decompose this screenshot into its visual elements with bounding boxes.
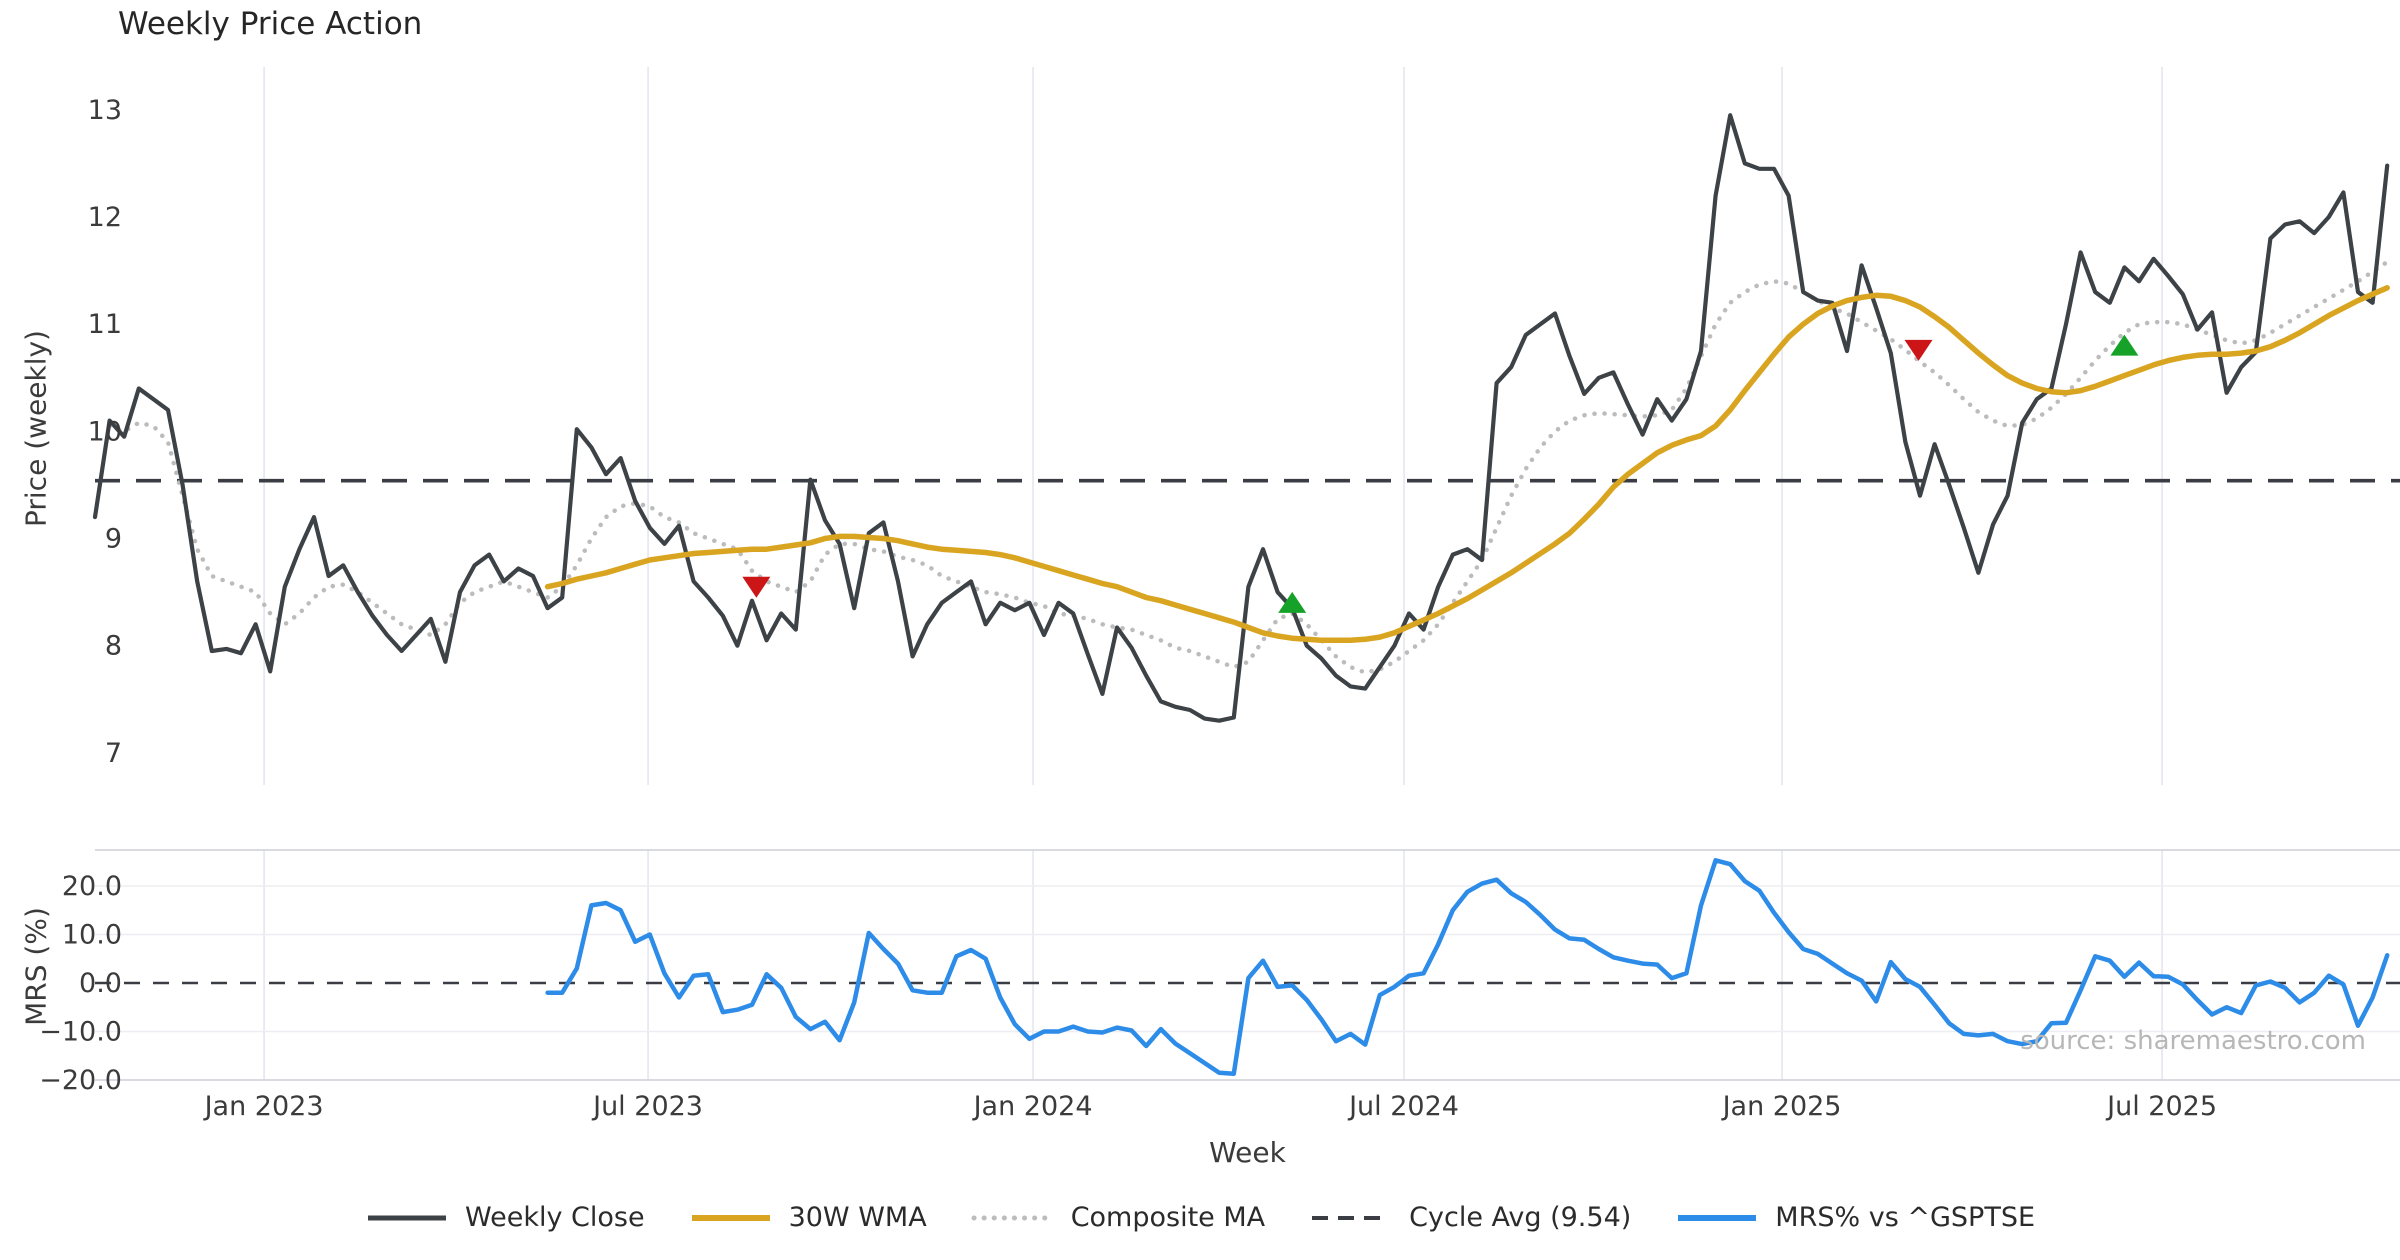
mrs-tick-label: 10.0 [62, 919, 122, 950]
price-axis-label: Price (weekly) [19, 330, 53, 527]
mrs-tick-label: −20.0 [39, 1065, 122, 1096]
x-tick-label: Jan 2025 [1721, 1091, 1842, 1122]
mrs-tick-label: 20.0 [62, 871, 122, 902]
legend-label: MRS% vs ^GSPTSE [1775, 1202, 2036, 1233]
series-lines [92, 113, 2390, 1076]
gridlines [95, 67, 2400, 1080]
legend-item-3: Composite MA [971, 1202, 1265, 1233]
signal-markers [742, 334, 2139, 613]
sell-marker-icon [742, 576, 771, 598]
price-tick-label: 13 [88, 95, 122, 126]
legend-swatch-dotted-icon [971, 1215, 1055, 1220]
x-tick-label: Jul 2024 [1347, 1091, 1459, 1122]
legend-swatch-solid-icon [1678, 1214, 1757, 1221]
legend-label: 30W WMA [788, 1202, 927, 1233]
legend-item-1: Weekly Close [365, 1202, 645, 1233]
legend-item-2: 30W WMA [689, 1202, 927, 1233]
mrs-line [545, 858, 2390, 1076]
mrs-tick-label: 0.0 [79, 968, 122, 999]
legend-swatch-solid-icon [367, 1215, 446, 1220]
chart-legend: Weekly Close 30W WMA Composite MA Cycle Avg… [0, 1202, 2400, 1233]
legend-label: Weekly Close [464, 1202, 645, 1233]
tick-labels: Jan 2023 Jul 2023 Jan 2024 Jul 2024 Jan 2025… [39, 95, 2217, 1169]
x-axis-label: Week [1209, 1136, 1286, 1169]
reference-lines [95, 478, 2400, 985]
price-tick-label: 8 [105, 631, 122, 662]
legend-swatch-dashed-icon [1312, 1215, 1391, 1220]
source-note: source: sharemaestro.com [2020, 1026, 2366, 1056]
x-tick-label: Jan 2024 [972, 1091, 1093, 1122]
price-tick-label: 12 [88, 202, 122, 233]
buy-marker-icon [1278, 591, 1307, 613]
price-tick-label: 7 [105, 738, 122, 769]
mrs-axis-label: MRS (%) [19, 907, 53, 1026]
legend-label: Composite MA [1070, 1202, 1266, 1233]
legend-label: Cycle Avg (9.54) [1409, 1202, 1632, 1233]
x-tick-label: Jul 2023 [591, 1091, 703, 1122]
legend-swatch-solid-icon [691, 1214, 770, 1221]
page-title: Weekly Price Action [118, 6, 423, 42]
buy-marker-icon [2110, 334, 2139, 356]
wma-30w-line [544, 285, 2390, 644]
axis-spines [95, 849, 2400, 1081]
weekly-close-line [92, 113, 2390, 723]
legend-item-5: MRS% vs ^GSPTSE [1675, 1202, 2035, 1233]
price-tick-label: 10 [88, 416, 122, 447]
x-tick-label: Jan 2023 [203, 1091, 324, 1122]
price-tick-label: 11 [88, 309, 122, 340]
sell-marker-icon [1904, 339, 1933, 361]
x-tick-label: Jul 2025 [2105, 1091, 2217, 1122]
mrs-tick-label: −10.0 [39, 1016, 122, 1047]
price-tick-label: 9 [105, 524, 122, 555]
legend-item-4: Cycle Avg (9.54) [1309, 1202, 1631, 1233]
composite-ma-line [107, 259, 2390, 675]
